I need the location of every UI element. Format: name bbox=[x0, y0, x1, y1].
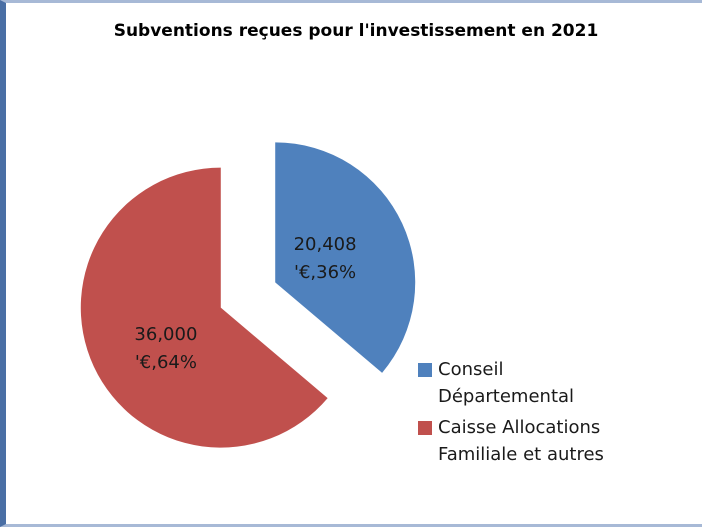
value-label: 36,000 bbox=[134, 324, 197, 345]
data-label: 36,000 '€,64% bbox=[134, 324, 197, 373]
chart-title: Subventions reçues pour l'investissement… bbox=[114, 21, 599, 41]
pie-slice bbox=[80, 167, 328, 448]
legend-label: Caisse Allocations Familiale et autres bbox=[438, 417, 604, 465]
data-label: 20,408 '€,36% bbox=[294, 234, 357, 283]
legend-swatch bbox=[418, 363, 432, 377]
percent-label: '€,64% bbox=[135, 352, 197, 373]
legend-swatch bbox=[418, 421, 432, 435]
percent-label: '€,36% bbox=[294, 262, 356, 283]
legend-item: Caisse Allocations Familiale et autres bbox=[418, 414, 618, 468]
value-label: 20,408 bbox=[294, 234, 357, 255]
legend-label: Conseil Départemental bbox=[438, 359, 575, 407]
legend-item: Conseil Départemental bbox=[418, 356, 618, 410]
pie-slice bbox=[275, 142, 416, 373]
